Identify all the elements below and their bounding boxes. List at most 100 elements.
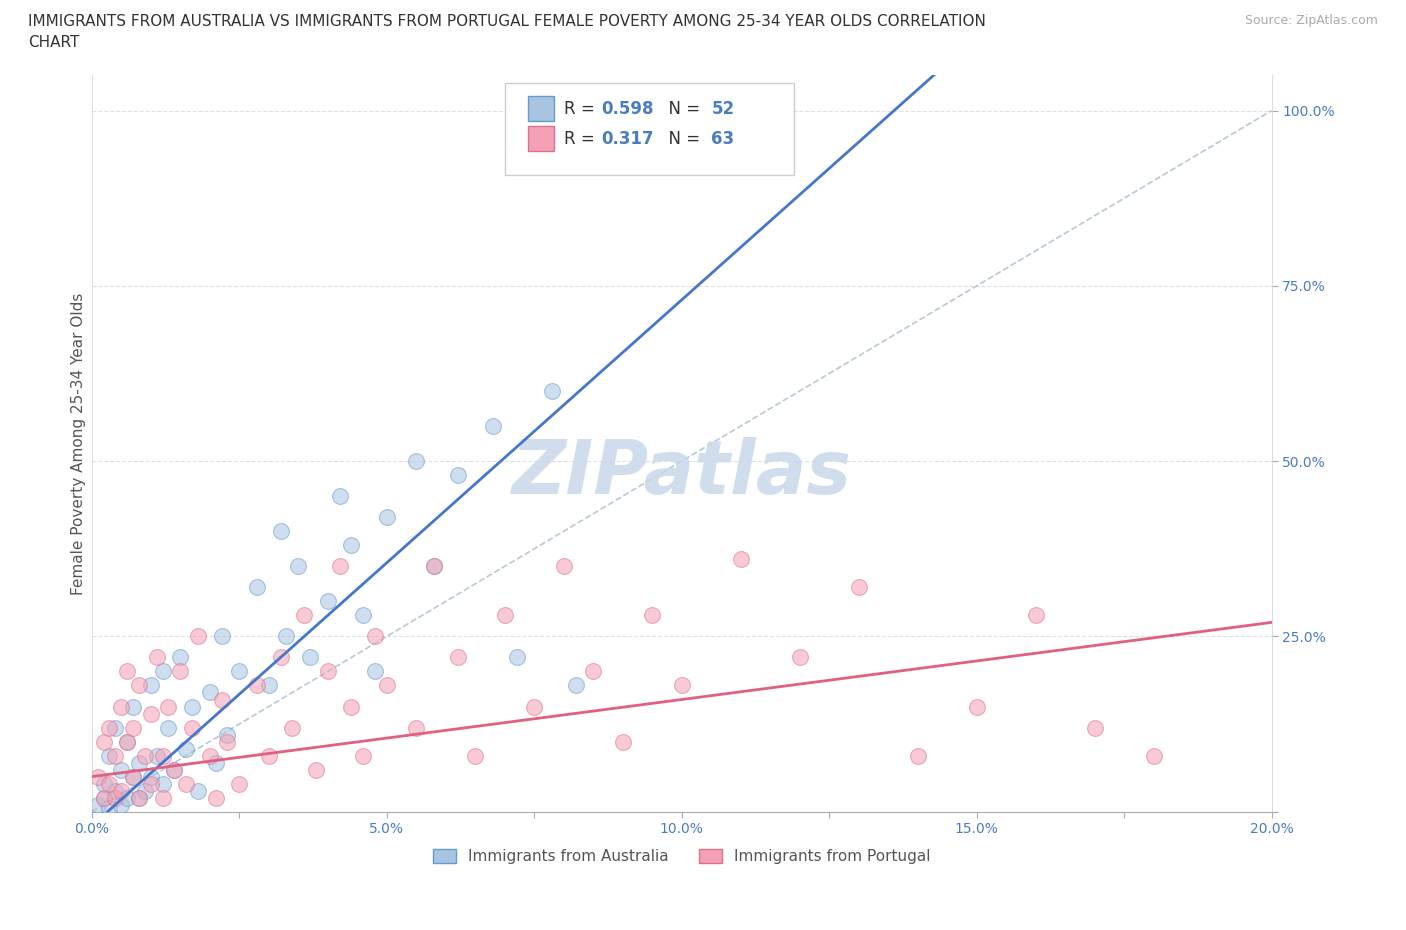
Point [98, 720, 121, 735]
Point [375, 678, 398, 693]
Point [110, 797, 132, 812]
Point [128, 790, 150, 805]
Point [198, 748, 221, 763]
Point [115, 790, 138, 805]
Point [352, 748, 374, 763]
Point [423, 559, 446, 574]
Point [174, 777, 197, 791]
Point [93, 777, 115, 791]
Point [181, 720, 204, 735]
Point [281, 720, 304, 735]
Point [966, 699, 988, 714]
Point [671, 678, 693, 693]
Point [198, 685, 221, 700]
Point [364, 629, 387, 644]
Point [505, 650, 527, 665]
Point [93, 734, 115, 749]
Text: Source: ZipAtlas.com: Source: ZipAtlas.com [1244, 14, 1378, 27]
Point [482, 418, 505, 433]
Point [257, 678, 280, 693]
Point [446, 650, 468, 665]
Text: N =: N = [658, 130, 706, 148]
Point [405, 720, 427, 735]
Point [446, 468, 468, 483]
Point [340, 538, 363, 552]
Text: 0.598: 0.598 [602, 100, 654, 117]
Point [364, 664, 387, 679]
Point [152, 748, 174, 763]
Text: IMMIGRANTS FROM AUSTRALIA VS IMMIGRANTS FROM PORTUGAL FEMALE POVERTY AMONG 25-34: IMMIGRANTS FROM AUSTRALIA VS IMMIGRANTS … [28, 14, 986, 29]
Point [169, 664, 191, 679]
Point [122, 699, 145, 714]
Point [276, 629, 298, 644]
Point [152, 790, 174, 805]
Point [139, 777, 162, 791]
Point [115, 734, 138, 749]
Point [423, 559, 446, 574]
Point [612, 734, 634, 749]
Point [287, 559, 309, 574]
Text: 63: 63 [711, 130, 734, 148]
Point [329, 559, 352, 574]
Point [730, 551, 752, 566]
Y-axis label: Female Poverty Among 25-34 Year Olds: Female Poverty Among 25-34 Year Olds [72, 292, 86, 595]
Point [352, 608, 374, 623]
Point [211, 692, 233, 707]
Point [299, 650, 322, 665]
Legend: Immigrants from Australia, Immigrants from Portugal: Immigrants from Australia, Immigrants fr… [426, 843, 936, 870]
Text: 0.317: 0.317 [602, 130, 654, 148]
Point [104, 790, 127, 805]
Text: R =: R = [564, 100, 600, 117]
Point [907, 748, 929, 763]
Text: N =: N = [658, 100, 706, 117]
Point [257, 748, 280, 763]
Point [464, 748, 486, 763]
Point [98, 777, 121, 791]
Point [204, 790, 226, 805]
Point [1025, 608, 1047, 623]
Point [292, 608, 315, 623]
Point [86, 797, 108, 812]
Point [139, 769, 162, 784]
Point [641, 139, 664, 153]
Text: R =: R = [564, 130, 600, 148]
Point [115, 734, 138, 749]
Point [157, 720, 180, 735]
Point [145, 650, 167, 665]
Point [157, 699, 180, 714]
Point [169, 650, 191, 665]
Point [139, 678, 162, 693]
Point [134, 748, 156, 763]
Point [174, 741, 197, 756]
Text: 52: 52 [711, 100, 734, 117]
Point [375, 510, 398, 525]
Point [115, 664, 138, 679]
Point [270, 650, 292, 665]
Point [110, 783, 132, 798]
Point [270, 524, 292, 538]
Point [523, 699, 546, 714]
Point [228, 777, 250, 791]
Point [122, 769, 145, 784]
Point [163, 763, 186, 777]
Point [494, 608, 516, 623]
Text: ZIPatlas: ZIPatlas [512, 436, 852, 510]
Point [1143, 748, 1166, 763]
Point [211, 629, 233, 644]
Point [98, 801, 121, 816]
Point [122, 769, 145, 784]
Point [181, 699, 204, 714]
Point [152, 777, 174, 791]
Point [582, 664, 605, 679]
Point [134, 783, 156, 798]
Bar [529, 96, 554, 121]
Point [541, 383, 564, 398]
Point [163, 763, 186, 777]
Bar [529, 126, 554, 152]
Point [329, 489, 352, 504]
Point [93, 790, 115, 805]
Point [217, 734, 239, 749]
Point [340, 699, 363, 714]
Point [139, 706, 162, 721]
Point [789, 650, 811, 665]
